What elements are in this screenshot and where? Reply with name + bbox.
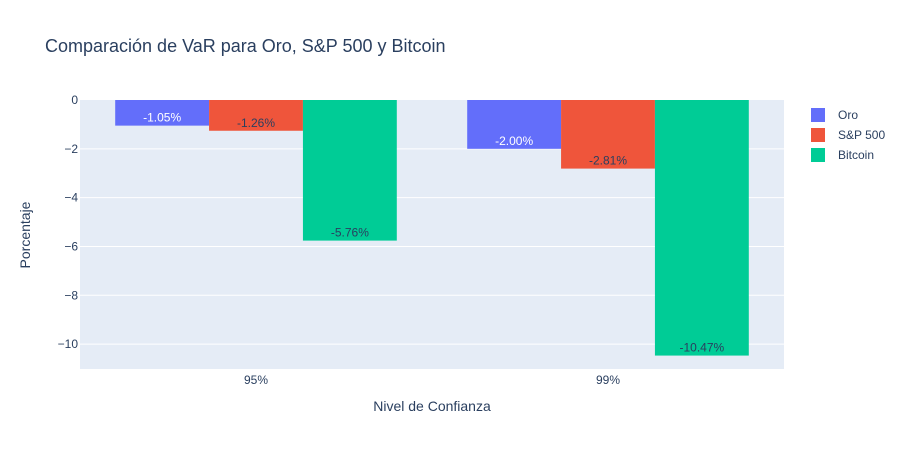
bar-data-label: -10.47% [680,341,725,355]
bar-labels: -1.05% -1.26% -5.76% -2.00% -2.81% -10.47% [143,111,724,355]
bars [115,100,749,356]
chart-title: Comparación de VaR para Oro, S&P 500 y B… [45,36,446,56]
x-axis-ticks: 95% 99% [244,373,620,387]
y-tick-label: −8 [64,288,78,302]
legend-item[interactable]: Bitcoin [811,148,874,162]
y-tick-label: −2 [64,142,78,156]
y-axis-ticks: 0 −2 −4 −6 −8 −10 [58,93,79,351]
legend-label: Bitcoin [838,148,874,162]
legend-item[interactable]: Oro [811,108,858,122]
legend-label: S&P 500 [838,128,885,142]
legend[interactable]: Oro S&P 500 Bitcoin [811,108,885,162]
bar-data-label: -1.05% [143,111,181,125]
bar-oro-1[interactable] [467,100,562,149]
y-axis-title: Porcentaje [17,201,33,268]
bar-bitcoin-1[interactable] [654,100,749,356]
y-tick-label: 0 [71,93,78,107]
bar-data-label: -5.76% [331,226,369,240]
bar-data-label: -1.26% [237,116,275,130]
y-tick-label: −6 [64,239,78,253]
bar-data-label: -2.81% [589,154,627,168]
x-tick-label: 99% [596,373,620,387]
legend-swatch [811,148,825,162]
x-tick-label: 95% [244,373,268,387]
bar-data-label: -2.00% [495,134,533,148]
legend-label: Oro [838,108,858,122]
bar-bitcoin-0[interactable] [302,100,397,241]
y-tick-label: −4 [64,191,78,205]
bar-oro-0[interactable] [115,100,210,126]
legend-item[interactable]: S&P 500 [811,128,885,142]
legend-swatch [811,128,825,142]
x-axis-title: Nivel de Confianza [373,398,491,414]
y-tick-label: −10 [58,337,79,351]
legend-swatch [811,108,825,122]
bar-s-p-500-1[interactable] [561,100,655,169]
bar-s-p-500-0[interactable] [209,100,303,131]
